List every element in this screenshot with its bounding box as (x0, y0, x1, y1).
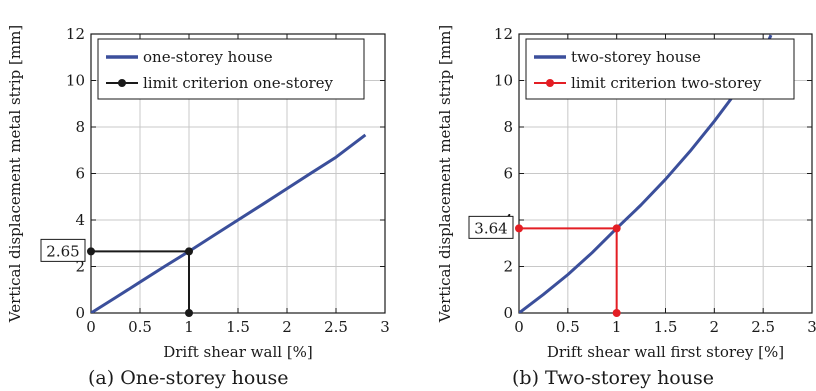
x-axis-label: Drift shear wall first storey [%] (547, 343, 784, 361)
value-callout: 2.65 (46, 242, 79, 260)
x-tick-label: 2 (710, 318, 720, 336)
panel-caption: (a) One-storey house (88, 367, 289, 389)
legend-marker (118, 79, 126, 87)
x-tick-label: 0.5 (556, 318, 580, 336)
legend: one-storey house limit criterion one-stor… (97, 38, 365, 100)
y-tick-label: 6 (75, 165, 85, 183)
x-tick-label: 1.5 (226, 318, 250, 336)
legend-box (97, 38, 365, 100)
panel-one-storey: 0 0.5 1 1.5 2 2.5 3 0 2 4 6 8 10 12 Drift shear wall [… (6, 25, 390, 389)
y-tick-label: 0 (503, 304, 513, 322)
value-callout-box (468, 215, 514, 239)
x-tick-label: 0 (514, 318, 524, 336)
x-tick-label: 0 (86, 318, 96, 336)
y-tick-label: 0 (75, 304, 85, 322)
series-line-0 (91, 133, 367, 313)
y-tick-label: 8 (75, 118, 85, 136)
criterion-point (185, 247, 193, 256)
legend: two-storey house limit criterion two-stor… (525, 38, 795, 100)
criterion-point (612, 309, 621, 317)
x-tick-label: 1.5 (654, 318, 678, 336)
y-tick-label: 12 (66, 25, 85, 43)
value-callout: 3.64 (474, 219, 507, 237)
criterion-point (87, 247, 95, 256)
y-tick-label: 10 (66, 72, 85, 90)
x-axis-label: Drift shear wall [%] (163, 343, 313, 361)
x-tick-label: 2.5 (751, 318, 775, 336)
y-tick-label: 6 (503, 165, 513, 183)
x-tick-label: 1 (184, 318, 194, 336)
y-tick-label: 2 (75, 258, 85, 276)
y-axis-label: Vertical displacement metal strip [mm] (436, 25, 454, 323)
x-tick-label: 3 (807, 318, 816, 336)
y-tick-label: 8 (503, 118, 513, 136)
value-callout-box (40, 238, 86, 262)
x-tick-label: 1 (612, 318, 622, 336)
criterion-point (515, 224, 523, 233)
criterion-point (185, 309, 193, 317)
panel-caption: (b) Two-storey house (512, 367, 714, 389)
x-tick-label: 2.5 (324, 318, 348, 336)
y-tick-label: 4 (75, 211, 85, 229)
x-tick-label: 0.5 (128, 318, 152, 336)
y-tick-label: 10 (494, 72, 513, 90)
y-axis-label: Vertical displacement metal strip [mm] (6, 25, 24, 323)
legend-label: limit criterion one-storey (143, 74, 334, 92)
y-tick-label: 12 (494, 25, 513, 43)
legend-marker (546, 79, 554, 87)
y-tick-label: 2 (503, 258, 513, 276)
legend-label: two-storey house (571, 48, 701, 66)
x-tick-label: 2 (282, 318, 292, 336)
x-tick-label: 3 (380, 318, 390, 336)
legend-box (525, 38, 795, 100)
legend-label: one-storey house (143, 48, 273, 66)
criterion-point (612, 224, 621, 233)
legend-label: limit criterion two-storey (571, 74, 762, 92)
